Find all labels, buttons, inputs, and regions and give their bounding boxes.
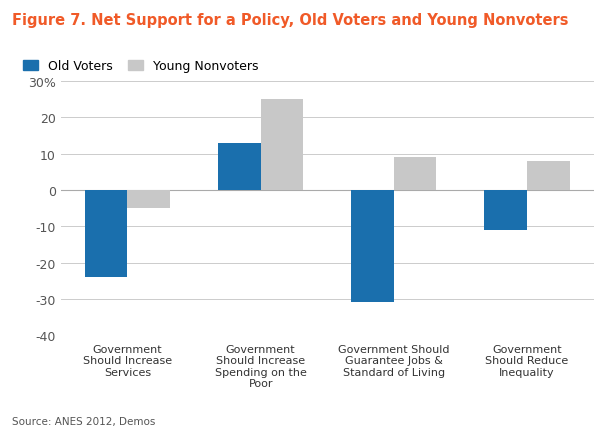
Bar (394, 158, 436, 190)
Bar (484, 190, 527, 230)
Bar (261, 100, 303, 190)
Bar (85, 190, 127, 277)
Text: Source: ANES 2012, Demos: Source: ANES 2012, Demos (12, 416, 156, 426)
Bar (351, 190, 394, 303)
Bar (218, 143, 261, 190)
Bar (127, 190, 170, 209)
Bar (527, 161, 570, 190)
Legend: Old Voters, Young Nonvoters: Old Voters, Young Nonvoters (18, 55, 264, 78)
Text: Figure 7. Net Support for a Policy, Old Voters and Young Nonvoters: Figure 7. Net Support for a Policy, Old … (12, 13, 568, 28)
